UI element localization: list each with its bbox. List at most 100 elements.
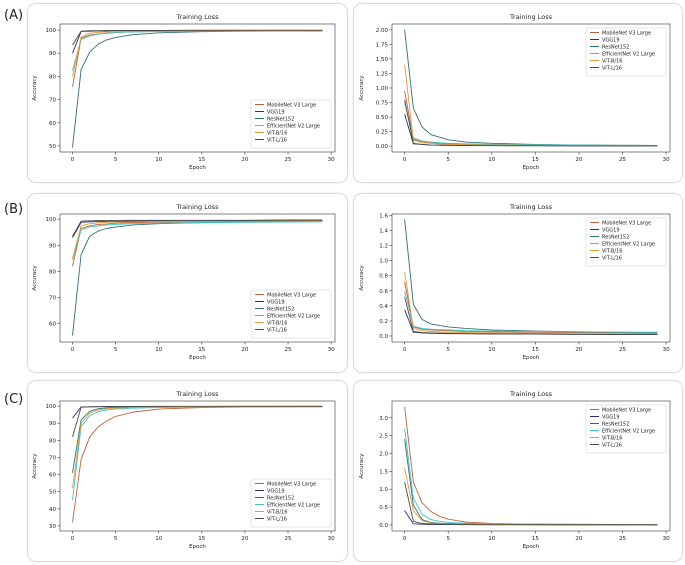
y-tick-label: 0.5 [379,505,388,511]
chart-card-b-loss: Training Loss 0 5 10 15 20 25 30 0.0 0.2 0.4 0.6 0.8… [353,193,683,373]
series-line-efficientnet-v2-large [72,30,323,71]
x-tick-label: 25 [619,157,626,163]
x-tick-label: 25 [619,536,626,542]
legend-label: VGG19 [267,489,285,495]
panel-label-a: (A) [4,8,24,23]
legend-label: VGG19 [267,300,285,306]
x-tick-label: 20 [241,536,248,542]
legend-label: EfficientNet V2 Large [602,429,655,435]
y-tick-label: 0.00 [376,144,389,150]
y-tick-label: 0.6 [379,289,388,295]
legend-box [250,99,332,149]
y-tick-label: 60 [49,121,56,127]
legend-label: MobileNet V3 Large [267,482,316,488]
y-tick-label: 30 [49,524,56,530]
chart-title: Training Loss [509,203,553,211]
chart-title: Training Loss [176,13,220,21]
legend-box [585,27,667,77]
x-tick-label: 5 [446,536,450,542]
legend-label: MobileNet V3 Large [602,408,651,414]
x-tick-label: 25 [285,157,292,163]
x-tick-label: 10 [155,347,162,353]
chart-title: Training Loss [176,390,220,398]
series-line-vgg19 [72,220,323,238]
chart-card-a-loss: Training Loss 0 5 10 15 20 25 30 0.00 0.25 0.50 0.7… [353,3,683,183]
legend-label: EfficientNet V2 Large [267,124,320,130]
series-line-efficientnet-v2-large [72,221,323,260]
series-line-vit-b-16 [404,467,658,526]
legend-box [585,217,667,267]
legend-label: MobileNet V3 Large [602,221,651,227]
series-line-efficientnet-v2-large [404,290,658,333]
y-tick-label: 70 [49,98,56,104]
x-tick-label: 0 [403,157,407,163]
x-tick-label: 10 [488,347,495,353]
plot-frame [59,400,336,532]
legend-label: VGG19 [267,110,285,116]
x-tick-label: 5 [446,157,450,163]
y-tick-label: 0.50 [376,115,389,121]
legend-label: VGG19 [602,228,620,234]
series-line-vit-b-16 [72,220,323,259]
x-tick-label: 30 [328,157,335,163]
y-axis-label: Accuracy [32,75,38,101]
x-tick-label: 30 [663,536,670,542]
x-tick-label: 20 [241,347,248,353]
legend-label: ViT-B/16 [602,436,622,442]
chart-a-loss: Training Loss 0 5 10 15 20 25 30 0.00 0.25 0.50 0.7… [359,13,671,171]
x-axis-label: Epoch [189,165,206,171]
x-tick-label: 25 [619,347,626,353]
y-axis-label: Accuracy [32,453,38,479]
y-tick-label: 90 [49,421,56,427]
legend-label: ViT-L/16 [267,328,287,334]
chart-a-accuracy: Training Loss 0 5 10 15 20 25 30 50 60 70 80 90 100 Ep… [32,13,336,171]
legend-label: ResNet152 [267,117,294,123]
legend-label: ViT-B/16 [267,131,287,137]
legend-box [585,404,667,454]
panel-label-c: (C) [4,392,24,407]
x-tick-label: 10 [155,157,162,163]
legend-box [250,289,332,339]
y-tick-label: 100 [46,28,57,34]
series-line-resnet152 [72,406,323,473]
legend-label: MobileNet V3 Large [267,293,316,299]
legend-label: EfficientNet V2 Large [602,52,655,58]
legend-label: ViT-L/16 [602,66,622,72]
y-tick-label: 1.75 [376,42,389,48]
legend-label: ViT-B/16 [602,59,622,65]
legend-label: ViT-B/16 [267,321,287,327]
y-tick-label: 90 [49,243,56,249]
y-tick-label: 0.4 [379,304,388,310]
x-axis-label: Epoch [189,355,206,361]
y-tick-label: 80 [49,269,56,275]
chart-title: Training Loss [509,390,553,398]
x-tick-label: 30 [328,536,335,542]
legend-label: VGG19 [602,38,620,44]
series-line-vit-l-16 [72,29,323,46]
y-axis-label: Accuracy [359,453,365,479]
x-tick-label: 10 [488,157,495,163]
legend-label: ViT-B/16 [267,510,287,516]
x-tick-label: 30 [663,347,670,353]
x-tick-label: 30 [328,347,335,353]
legend-label: ResNet152 [602,45,629,51]
y-tick-label: 1.00 [376,86,389,92]
x-tick-label: 15 [532,536,539,542]
chart-card-b-accuracy: Training Loss 0 5 10 15 20 25 30 60 70 80 90 100 Epoc… [27,193,348,373]
series-line-vit-l-16 [404,296,658,335]
x-tick-label: 20 [575,536,582,542]
panel-label-b: (B) [4,202,24,217]
y-tick-label: 80 [49,74,56,80]
x-tick-label: 10 [488,536,495,542]
y-tick-label: 0.2 [379,319,388,325]
y-tick-label: 50 [49,490,56,496]
y-tick-label: 0.25 [376,130,389,136]
x-tick-label: 0 [403,347,407,353]
x-tick-label: 0 [71,157,75,163]
x-tick-label: 0 [71,536,75,542]
legend-label: ResNet152 [267,496,294,502]
x-tick-label: 25 [285,536,292,542]
series-line-vit-l-16 [404,481,658,526]
x-tick-label: 0 [71,347,75,353]
plot-frame [59,213,336,343]
